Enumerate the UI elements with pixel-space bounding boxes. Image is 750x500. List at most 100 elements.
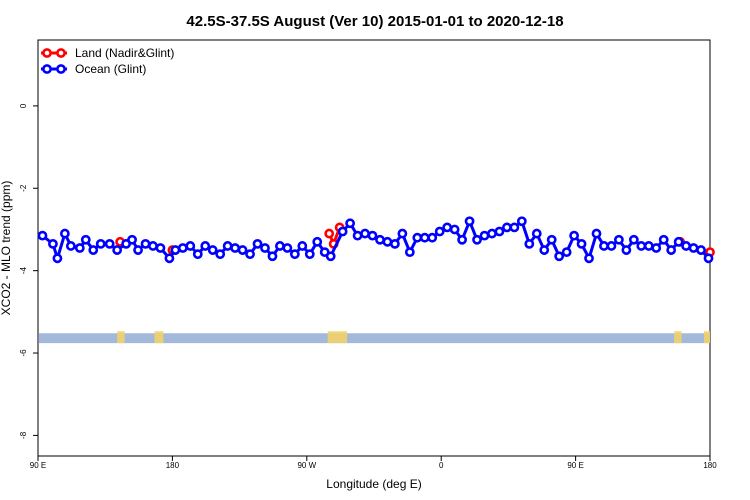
ocean-point <box>412 232 423 243</box>
ocean-point <box>621 245 632 255</box>
ocean-point <box>427 232 438 243</box>
ocean-point <box>127 234 137 245</box>
y-axis-label: XCO2 - MLO trend (ppm) <box>0 181 13 316</box>
ocean-point <box>177 243 188 253</box>
ocean-point <box>352 230 363 241</box>
x-tick-label: 90 E <box>567 461 583 470</box>
ocean-point <box>304 249 315 260</box>
ocean-point <box>237 245 248 255</box>
ocean-point <box>658 234 669 245</box>
chart-title: 42.5S-37.5S August (Ver 10) 2015-01-01 t… <box>186 13 563 30</box>
ocean-point <box>80 234 91 245</box>
ocean-point <box>561 247 572 258</box>
y-tick-label: -6 <box>19 349 28 357</box>
ocean-point <box>88 245 99 255</box>
land-patch <box>154 331 164 344</box>
ocean-point <box>59 228 70 239</box>
ocean-point <box>148 241 158 251</box>
ocean-point <box>252 238 263 249</box>
ocean-point <box>74 243 85 253</box>
legend-marker <box>56 64 66 74</box>
ocean-point <box>643 241 654 251</box>
ocean-point <box>104 238 115 249</box>
ocean-point <box>345 218 356 229</box>
ocean-point <box>509 222 520 233</box>
legend: Land (Nadir&Glint) Ocean (Glint) <box>41 46 174 76</box>
series-layer <box>37 216 715 264</box>
ocean-point <box>260 243 270 253</box>
ocean-point <box>494 226 505 237</box>
ocean-point <box>367 230 378 241</box>
y-tick-label: 0 <box>19 103 28 108</box>
ocean-point <box>289 249 300 260</box>
ocean-point <box>404 247 415 258</box>
ocean-point <box>222 241 233 251</box>
surface-band <box>39 331 710 344</box>
ocean-point <box>554 251 565 262</box>
ocean-point <box>703 253 714 264</box>
ocean-point <box>170 245 181 255</box>
ocean-point <box>688 243 699 253</box>
land-patch <box>117 331 125 344</box>
ocean-point <box>215 249 226 260</box>
ocean-point <box>325 251 336 262</box>
ocean-point <box>275 241 285 251</box>
land-patch <box>327 331 348 344</box>
x-tick-label: 90 E <box>30 461 46 470</box>
ocean-point <box>297 241 308 251</box>
ocean-point <box>382 236 393 247</box>
ocean-point <box>133 245 143 255</box>
y-axis: 0 -2 -4 -6 -8 <box>19 103 38 439</box>
ocean-point <box>487 228 497 239</box>
ocean-point <box>569 230 580 241</box>
ocean-point <box>524 238 535 249</box>
ocean-point <box>397 228 408 239</box>
ocean-point <box>192 249 203 260</box>
legend-marker <box>42 64 52 74</box>
ocean-point <box>390 238 400 249</box>
ocean-point <box>337 226 348 237</box>
ocean-point <box>230 243 241 253</box>
ocean-point <box>155 243 166 253</box>
x-tick-label: 90 W <box>297 461 316 470</box>
ocean-point <box>696 245 706 255</box>
ocean-point <box>434 226 445 237</box>
ocean-point <box>673 236 684 247</box>
legend-label: Ocean (Glint) <box>75 62 146 76</box>
land-point <box>324 228 335 239</box>
ocean-point <box>140 238 151 249</box>
legend-label: Land (Nadir&Glint) <box>75 46 174 60</box>
ocean-point <box>628 234 639 245</box>
ocean-point <box>472 234 482 245</box>
ocean-point <box>546 234 557 245</box>
ocean-point <box>449 224 460 235</box>
land-patch <box>704 331 710 344</box>
ocean-point <box>282 243 293 253</box>
ocean-point <box>65 241 76 251</box>
ocean-point <box>531 228 542 239</box>
ocean-band <box>39 333 709 344</box>
ocean-point <box>245 249 255 260</box>
y-tick-label: -2 <box>19 184 28 192</box>
ocean-point <box>48 238 58 249</box>
ocean-point <box>457 234 468 245</box>
ocean-point <box>267 251 278 262</box>
ocean-point <box>479 230 490 241</box>
ocean-point <box>681 241 692 251</box>
legend-marker <box>42 48 52 58</box>
ocean-point <box>591 228 602 239</box>
ocean-point <box>502 222 512 233</box>
ocean-point <box>576 238 587 249</box>
ocean-point <box>614 234 624 245</box>
x-tick-label: 0 <box>439 461 444 470</box>
ocean-point <box>464 216 475 227</box>
ocean-point <box>606 241 617 251</box>
land-patch <box>674 331 682 344</box>
ocean-point <box>185 241 196 251</box>
ocean-point <box>442 222 453 233</box>
ocean-point <box>312 236 323 247</box>
x-axis-label: Longitude (deg E) <box>326 477 421 491</box>
ocean-point <box>52 253 63 264</box>
y-tick-label: -8 <box>19 431 28 439</box>
